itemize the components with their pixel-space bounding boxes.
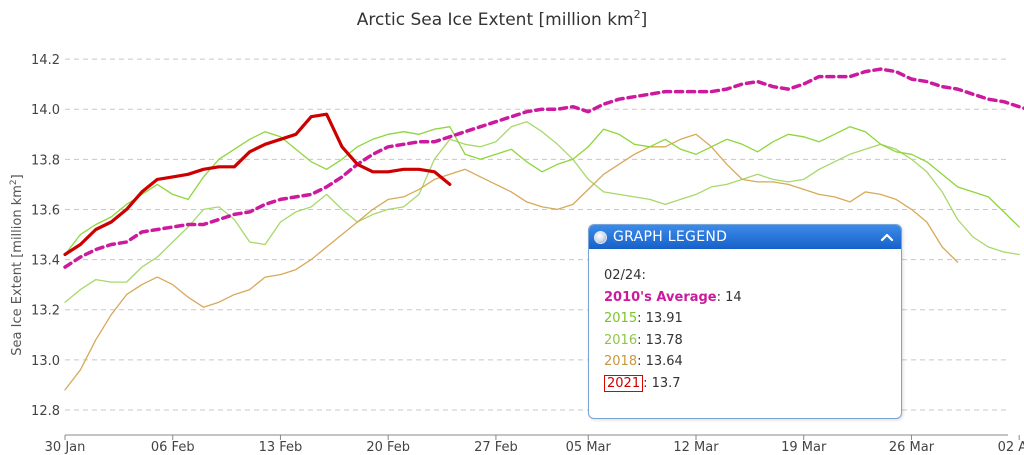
legend-item-label: 2021 bbox=[604, 374, 644, 392]
y-tick-label: 13.4 bbox=[31, 254, 60, 269]
legend-item: 2010's Average: 14 bbox=[604, 287, 901, 309]
graph-legend[interactable]: GRAPH LEGEND 02/24: 2010's Average: 14 20… bbox=[588, 224, 902, 419]
x-tick-label: 13 Feb bbox=[259, 440, 303, 455]
y-axis-label: Sea Ice Extent [million km2] bbox=[9, 174, 25, 355]
series-line-2015 bbox=[64, 126, 1020, 256]
y-tick-label: 13.2 bbox=[31, 304, 60, 319]
globe-icon bbox=[594, 230, 607, 244]
y-tick-label: 14.2 bbox=[31, 53, 60, 68]
y-tick-label: 13.6 bbox=[31, 203, 60, 218]
legend-body: 02/24: 2010's Average: 14 2015: 13.91 2016… bbox=[589, 249, 901, 394]
axes: 12.8 13.0 13.2 13.4 13.6 13.8 14.0 14.2 30 Jan 06… bbox=[31, 53, 1024, 455]
legend-item-value: : 14 bbox=[716, 289, 742, 305]
legend-entries: 2010's Average: 14 2015: 13.91 2016: 13.78… bbox=[604, 287, 901, 395]
chart-title: Arctic Sea Ice Extent [million km2] bbox=[357, 8, 648, 30]
x-tick-label: 30 Jan bbox=[45, 440, 86, 455]
series-line-2016 bbox=[64, 121, 1020, 303]
series-lines bbox=[63, 67, 1024, 391]
series-line-2021 bbox=[63, 112, 452, 257]
x-tick-label: 12 Mar bbox=[673, 440, 719, 455]
y-tick-label: 13.8 bbox=[31, 153, 60, 168]
legend-item-value: : 13.64 bbox=[637, 354, 683, 369]
chevron-up-icon[interactable] bbox=[879, 229, 895, 245]
y-tick-label: 12.8 bbox=[31, 404, 60, 419]
legend-item-value: : 13.78 bbox=[637, 332, 683, 348]
legend-item-value: : 13.91 bbox=[637, 311, 683, 326]
x-tick-label: 05 Mar bbox=[566, 440, 612, 455]
legend-item: 2015: 13.91 bbox=[604, 308, 901, 330]
legend-item-value: : 13.7 bbox=[643, 375, 681, 391]
legend-item: 2018: 13.64 bbox=[604, 351, 901, 373]
y-tick-label: 13.0 bbox=[31, 354, 60, 369]
x-tick-label: 02 Apr bbox=[998, 440, 1024, 455]
legend-item: 2021: 13.7 bbox=[604, 373, 901, 395]
legend-item-label: 2016 bbox=[604, 332, 638, 348]
x-tick-label: 27 Feb bbox=[474, 440, 518, 455]
legend-item-label: 2015 bbox=[604, 311, 638, 326]
series-line-2018 bbox=[64, 133, 959, 391]
legend-item-label: 2010's Average bbox=[604, 289, 717, 305]
legend-header[interactable]: GRAPH LEGEND bbox=[589, 225, 901, 249]
x-tick-label: 20 Feb bbox=[366, 440, 410, 455]
legend-item: 2016: 13.78 bbox=[604, 330, 901, 352]
legend-date: 02/24: bbox=[604, 268, 646, 283]
x-tick-label: 26 Mar bbox=[889, 440, 935, 455]
series-line-2010-s-average bbox=[63, 67, 1024, 269]
legend-title: GRAPH LEGEND bbox=[613, 229, 728, 245]
x-tick-label: 19 Mar bbox=[781, 440, 827, 455]
x-tick-label: 06 Feb bbox=[151, 440, 195, 455]
y-tick-label: 14.0 bbox=[31, 103, 60, 118]
legend-item-label: 2018 bbox=[604, 354, 638, 369]
